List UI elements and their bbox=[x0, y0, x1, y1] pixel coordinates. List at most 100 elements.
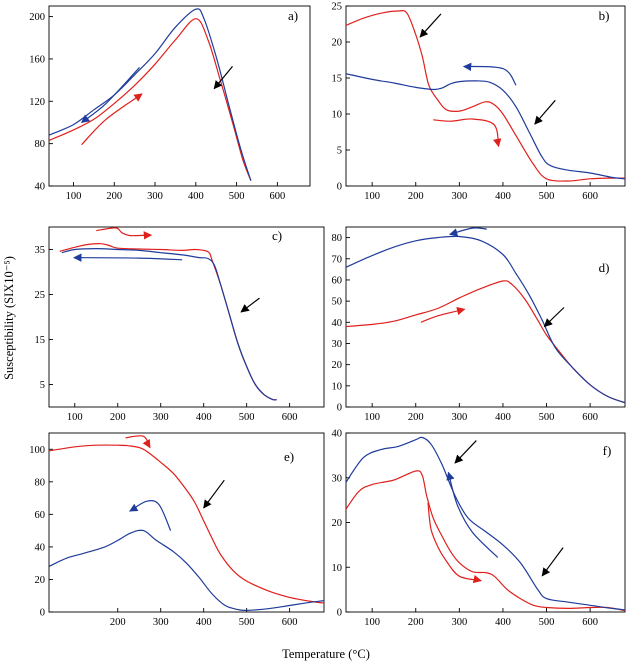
direction-arrow bbox=[446, 471, 499, 558]
heating-curve bbox=[49, 18, 252, 181]
transition-arrow bbox=[240, 297, 260, 313]
plot-frame bbox=[48, 5, 311, 187]
x-tick-label: 500 bbox=[539, 617, 555, 628]
x-tick-label: 200 bbox=[110, 412, 126, 423]
x-tick-label: 500 bbox=[229, 191, 245, 202]
panel-b: 100 200 300 400 500 600 0 5 10 15 20 25 b) bbox=[332, 2, 626, 202]
y-tick-label: 40 bbox=[332, 318, 343, 329]
x-tick-label: 600 bbox=[582, 412, 598, 423]
y-tick-label: 35 bbox=[35, 245, 46, 256]
panel-a: 100 200 300 400 500 600 40 80 120 160 200 a) bbox=[29, 5, 311, 202]
y-tick-label: 70 bbox=[332, 254, 343, 265]
x-tick-label: 400 bbox=[495, 617, 511, 628]
direction-arrow bbox=[433, 118, 502, 148]
y-tick-label: 50 bbox=[332, 297, 343, 308]
x-tick-label: 500 bbox=[539, 191, 555, 202]
transition-arrow bbox=[419, 13, 442, 38]
x-tick-label: 500 bbox=[239, 617, 255, 628]
cooling-curve bbox=[346, 73, 625, 180]
direction-arrow bbox=[462, 62, 517, 86]
transition-arrow bbox=[213, 66, 233, 90]
direction-arrow bbox=[81, 93, 143, 146]
plot-frame bbox=[48, 226, 325, 408]
y-axis-title: Susceptibility (SIX10⁻⁵) bbox=[2, 256, 16, 380]
y-tick-label: 15 bbox=[35, 335, 46, 346]
y-tick-label: 40 bbox=[332, 429, 343, 440]
x-tick-label: 200 bbox=[408, 191, 424, 202]
x-axis-title: Temperature (°C) bbox=[282, 647, 370, 661]
x-tick-label: 400 bbox=[196, 617, 212, 628]
y-tick-label: 15 bbox=[332, 74, 343, 85]
x-tick-label: 300 bbox=[153, 412, 169, 423]
panel-label: a) bbox=[288, 8, 298, 23]
x-tick-label: 300 bbox=[147, 191, 163, 202]
direction-arrow bbox=[448, 227, 487, 237]
x-tick-label: 600 bbox=[582, 191, 598, 202]
panel-label: f) bbox=[603, 443, 612, 458]
y-tick-label: 5 bbox=[40, 380, 45, 391]
x-tick-label: 600 bbox=[270, 191, 286, 202]
y-tick-label: 80 bbox=[35, 139, 46, 150]
x-tick-label: 200 bbox=[106, 191, 122, 202]
x-tick-label: 400 bbox=[196, 412, 212, 423]
panel-label: b) bbox=[599, 8, 610, 23]
y-tick-label: 20 bbox=[332, 360, 343, 371]
cooling-curve bbox=[49, 529, 324, 612]
y-tick-label: 30 bbox=[332, 473, 343, 484]
y-tick-label: 20 bbox=[332, 38, 343, 49]
y-tick-label: 25 bbox=[332, 2, 343, 13]
cooling-curve bbox=[346, 436, 625, 611]
x-tick-label: 200 bbox=[408, 617, 424, 628]
y-tick-label: 0 bbox=[337, 182, 342, 193]
y-tick-label: 100 bbox=[29, 445, 45, 456]
plot-frame bbox=[345, 432, 626, 613]
direction-arrow bbox=[96, 227, 153, 240]
y-tick-label: 5 bbox=[337, 146, 342, 157]
x-tick-label: 500 bbox=[539, 412, 555, 423]
x-tick-label: 400 bbox=[188, 191, 204, 202]
y-tick-label: 0 bbox=[337, 608, 342, 619]
y-tick-label: 10 bbox=[332, 563, 343, 574]
y-tick-label: 160 bbox=[29, 54, 45, 65]
transition-arrow bbox=[541, 547, 564, 577]
plot-frame bbox=[345, 5, 626, 187]
x-tick-label: 600 bbox=[282, 412, 298, 423]
direction-arrow bbox=[420, 306, 466, 323]
y-tick-label: 20 bbox=[332, 518, 343, 529]
panel-d: 100 200 300 400 500 600 0 10 20 30 40 50 60 70 80 d) bbox=[332, 226, 626, 423]
y-tick-label: 0 bbox=[40, 608, 45, 619]
direction-arrow bbox=[129, 500, 172, 531]
direction-arrow bbox=[80, 66, 140, 124]
x-tick-label: 200 bbox=[408, 412, 424, 423]
x-tick-label: 600 bbox=[282, 617, 298, 628]
y-tick-label: 120 bbox=[29, 97, 45, 108]
x-tick-label: 300 bbox=[451, 191, 467, 202]
transition-arrow bbox=[454, 440, 477, 464]
y-tick-label: 20 bbox=[35, 575, 46, 586]
x-tick-label: 300 bbox=[153, 617, 169, 628]
y-tick-label: 30 bbox=[332, 339, 343, 350]
panel-label: e) bbox=[284, 449, 294, 464]
cooling-curve bbox=[49, 8, 252, 181]
cooling-curve bbox=[346, 235, 625, 404]
cooling-curve bbox=[61, 248, 277, 401]
plot-frame bbox=[48, 432, 325, 613]
x-tick-label: 100 bbox=[364, 617, 380, 628]
heating-curve bbox=[346, 280, 625, 404]
direction-arrow bbox=[73, 253, 183, 262]
y-tick-label: 80 bbox=[332, 233, 343, 244]
heating-curve bbox=[59, 243, 277, 401]
y-tick-label: 10 bbox=[332, 110, 343, 121]
panel-label: c) bbox=[272, 228, 282, 243]
x-tick-label: 600 bbox=[582, 617, 598, 628]
x-tick-label: 100 bbox=[67, 412, 83, 423]
transition-arrow bbox=[534, 99, 556, 125]
panel-f: 100 200 300 400 500 600 0 10 20 30 40 f) bbox=[332, 429, 626, 628]
y-tick-label: 200 bbox=[29, 12, 45, 23]
panel-c: 100 200 300 400 500 600 5 15 25 35 c) bbox=[35, 226, 325, 423]
y-tick-label: 40 bbox=[35, 182, 46, 193]
x-tick-label: 200 bbox=[110, 617, 126, 628]
direction-arrow bbox=[125, 435, 151, 449]
